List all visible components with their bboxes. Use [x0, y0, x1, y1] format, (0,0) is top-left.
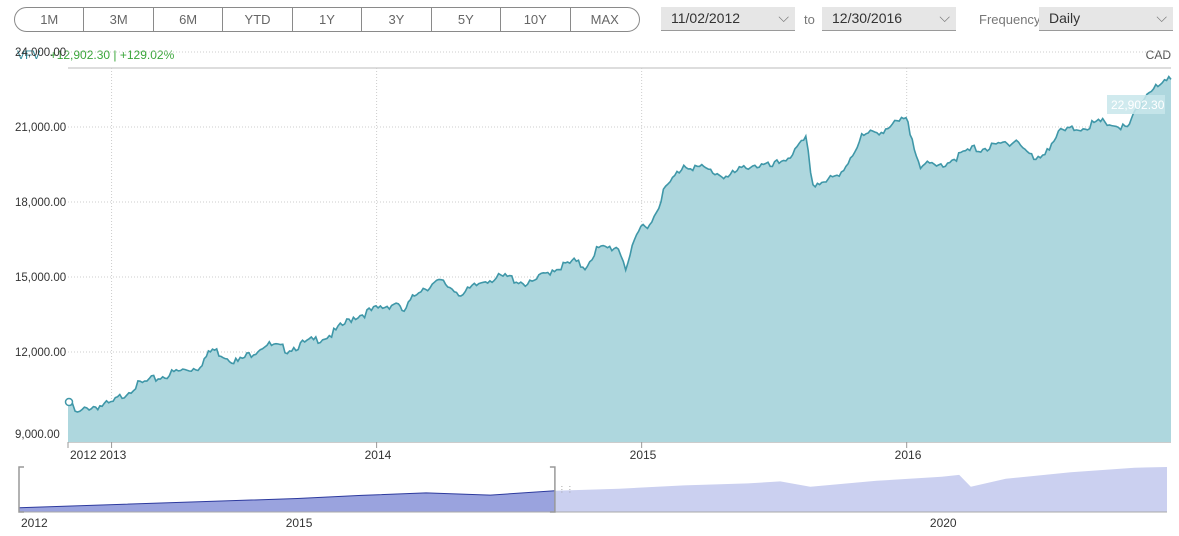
- chevron-down-icon: ⌵: [939, 9, 950, 25]
- range-button-1m[interactable]: 1M: [15, 8, 85, 31]
- range-button-max[interactable]: MAX: [590, 12, 619, 27]
- range-button-1y[interactable]: 1Y: [293, 8, 363, 31]
- x-tick-label: 2015: [630, 448, 657, 462]
- navigator-selected-area: [19, 490, 555, 512]
- legend-ticker: VFV: [17, 48, 41, 62]
- last-value-box: [1107, 95, 1165, 114]
- navigator-left-handle[interactable]: [18, 466, 24, 513]
- start-point-marker[interactable]: [64, 397, 74, 407]
- navigator-x-tick-label: 2020: [930, 516, 957, 530]
- navigator-x-tick-label: 2015: [286, 516, 313, 530]
- x-tick-label: 2016: [895, 448, 922, 462]
- y-tick-label: 18,000.00: [15, 197, 66, 209]
- last-value-label: 22,902.30: [1111, 98, 1165, 112]
- x-tick-label: 2012: [70, 448, 97, 462]
- range-button-5y[interactable]: 5Y: [432, 8, 502, 31]
- range-button-6m[interactable]: 6M: [154, 8, 224, 31]
- x-tick-label: 2013: [100, 448, 127, 462]
- frequency-select[interactable]: Daily ⌵: [1039, 7, 1173, 31]
- end-date-field[interactable]: 12/30/2016 ⌵: [822, 7, 956, 31]
- range-button-ytd[interactable]: YTD: [223, 8, 293, 31]
- series-line-vfv[interactable]: [67, 75, 1172, 413]
- start-date-value: 11/02/2012: [671, 10, 741, 26]
- y-tick-label: 15,000.00: [15, 272, 66, 284]
- y-tick-label: 21,000.00: [15, 122, 66, 134]
- range-button-3y[interactable]: 3Y: [362, 8, 432, 31]
- y-tick-label: 24,000.00: [15, 47, 66, 59]
- to-label: to: [804, 12, 815, 27]
- navigator-x-tick-label: 2012: [21, 516, 48, 530]
- chevron-down-icon: ⌵: [1156, 9, 1167, 25]
- navigator-selected-line: [19, 490, 555, 509]
- range-button-10y[interactable]: 10Y: [501, 8, 571, 31]
- navigator-right-handle[interactable]: [549, 466, 556, 513]
- frequency-label: Frequency: [979, 12, 1041, 27]
- grip-icon[interactable]: ⋮⋮: [558, 485, 574, 494]
- y-tick-label: 9,000.00: [15, 429, 60, 441]
- x-tick-label: 2014: [365, 448, 392, 462]
- end-date-value: 12/30/2016: [832, 10, 903, 26]
- y-tick-label: 12,000.00: [15, 347, 66, 359]
- range-button-3m[interactable]: 3M: [84, 8, 154, 31]
- chevron-down-icon: ⌵: [778, 9, 789, 25]
- start-date-field[interactable]: 11/02/2012 ⌵: [661, 7, 795, 31]
- series-area-vfv: [68, 76, 1171, 442]
- frequency-value: Daily: [1049, 10, 1081, 26]
- time-range-selector: 1M 3M 6M YTD 1Y 3Y 5Y 10Y MAX: [14, 7, 640, 32]
